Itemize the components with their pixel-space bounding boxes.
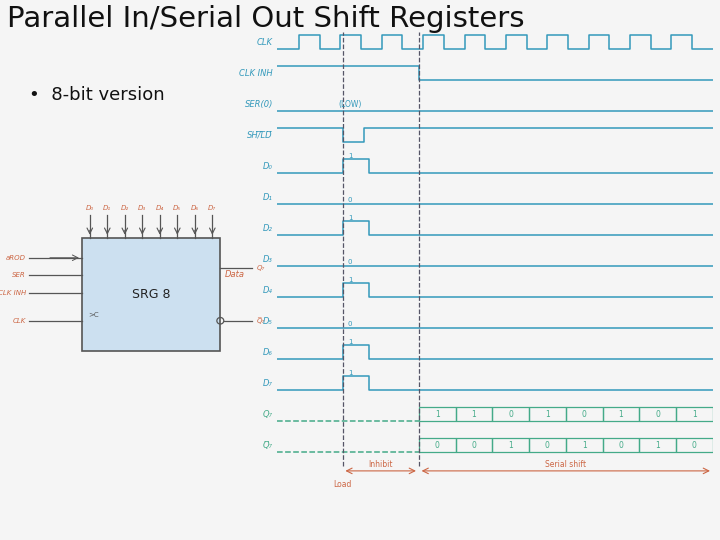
Text: SER(0): SER(0) (245, 99, 273, 109)
Bar (603, 438, 639, 453)
Bar (492, 438, 529, 453)
Text: D₄: D₄ (263, 286, 273, 295)
Text: Q₇: Q₇ (263, 410, 273, 419)
Text: Load: Load (333, 480, 352, 489)
Text: SRG 8: SRG 8 (132, 288, 171, 301)
Text: CLK: CLK (257, 38, 273, 46)
Text: D₄: D₄ (156, 205, 164, 211)
Text: 1: 1 (692, 410, 697, 419)
Text: D₂: D₂ (263, 224, 273, 233)
Text: 0: 0 (692, 441, 697, 450)
Bar (566, 407, 603, 421)
Text: •  8-bit version: • 8-bit version (29, 86, 164, 104)
Text: 0: 0 (348, 197, 352, 203)
Text: D₅: D₅ (174, 205, 181, 211)
Text: 1: 1 (472, 410, 476, 419)
Text: 1: 1 (348, 339, 352, 345)
Bar (419, 407, 456, 421)
Text: Q̅₇: Q̅₇ (263, 441, 273, 450)
Text: aROD: aROD (6, 255, 26, 261)
Text: Inhibit: Inhibit (369, 460, 393, 469)
Text: D₇: D₇ (263, 379, 273, 388)
Bar (456, 407, 492, 421)
Text: D₆: D₆ (263, 348, 273, 357)
Text: CLK INH: CLK INH (239, 69, 273, 78)
Text: CLK INH: CLK INH (0, 290, 26, 296)
Text: Data: Data (225, 270, 245, 279)
Text: Parallel In/Serial Out Shift Registers: Parallel In/Serial Out Shift Registers (7, 5, 525, 33)
Text: D₃: D₃ (138, 205, 146, 211)
Bar (603, 407, 639, 421)
Bar (529, 407, 566, 421)
Bar (82, 238, 220, 351)
Text: D₁: D₁ (103, 205, 112, 211)
Bar (529, 438, 566, 453)
Bar (639, 438, 676, 453)
Bar (492, 407, 529, 421)
Text: 1: 1 (348, 370, 352, 376)
Text: D₀: D₀ (86, 205, 94, 211)
Bar (419, 438, 456, 453)
Text: D₂: D₂ (121, 205, 129, 211)
Bar (676, 407, 713, 421)
Text: D₁: D₁ (263, 193, 273, 201)
Text: 0: 0 (582, 410, 587, 419)
Text: 0: 0 (508, 410, 513, 419)
Text: >C: >C (89, 312, 99, 318)
Bar (639, 407, 676, 421)
Bar (456, 438, 492, 453)
Text: 0: 0 (545, 441, 550, 450)
Text: D₇: D₇ (208, 205, 217, 211)
Text: 0: 0 (618, 441, 624, 450)
Text: D₃: D₃ (263, 255, 273, 264)
Text: Q₇: Q₇ (256, 265, 264, 271)
Text: D₀: D₀ (263, 161, 273, 171)
Text: 1: 1 (348, 153, 352, 159)
Text: 1: 1 (435, 410, 439, 419)
Text: 0: 0 (435, 441, 440, 450)
Text: SER: SER (12, 272, 26, 279)
Text: 0: 0 (348, 321, 352, 327)
Bar (676, 438, 713, 453)
Text: CLK: CLK (12, 318, 26, 324)
Text: SH/̅L̅D̅: SH/̅L̅D̅ (247, 131, 273, 140)
Text: D₆: D₆ (191, 205, 199, 211)
Text: 0: 0 (655, 410, 660, 419)
Text: D₅: D₅ (263, 317, 273, 326)
Text: 0: 0 (472, 441, 477, 450)
Text: 1: 1 (545, 410, 550, 419)
Text: Q̅₇: Q̅₇ (256, 318, 264, 324)
Text: 1: 1 (582, 441, 587, 450)
Text: 1: 1 (348, 215, 352, 221)
Text: Serial shift: Serial shift (545, 460, 586, 469)
Text: 1: 1 (655, 441, 660, 450)
Text: 1: 1 (348, 277, 352, 283)
Text: 1: 1 (508, 441, 513, 450)
Text: 0: 0 (348, 259, 352, 265)
Bar (566, 438, 603, 453)
Text: 1: 1 (618, 410, 624, 419)
Text: (LOW): (LOW) (338, 100, 361, 109)
